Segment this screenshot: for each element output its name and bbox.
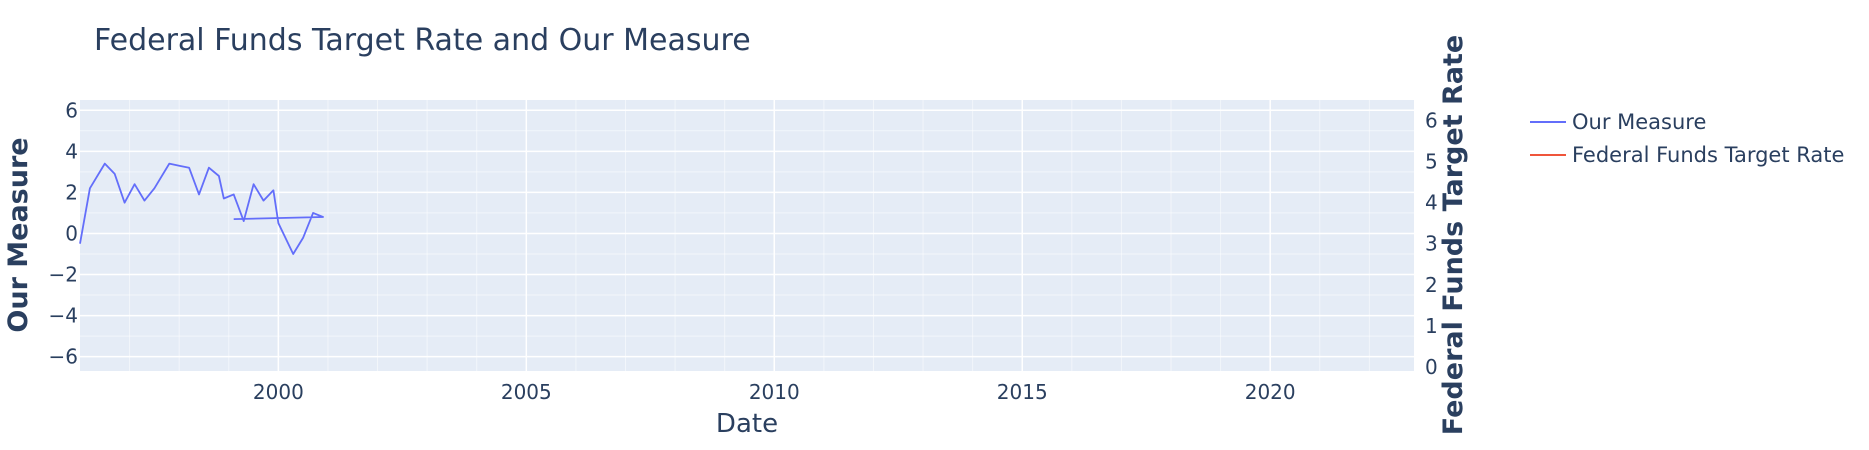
series-line-our-measure	[79, 162, 324, 255]
y-right-axis-ticks: 6 5 4 3 2 1 0	[1425, 109, 1438, 379]
y-left-tick-label: 2	[65, 180, 78, 204]
y-right-tick-label: 4	[1425, 191, 1438, 215]
y-left-axis-title: Our Measure	[3, 137, 34, 332]
legend-item-federal-funds-target-rate[interactable]: Federal Funds Target Rate	[1530, 143, 1844, 167]
x-tick-label: 2015	[997, 380, 1048, 404]
plot-area	[80, 100, 1414, 371]
x-tick-label: 2000	[253, 380, 304, 404]
chart-title: Federal Funds Target Rate and Our Measur…	[94, 23, 751, 58]
y-right-tick-label: 6	[1425, 109, 1438, 133]
y-left-tick-label: 6	[65, 98, 78, 122]
x-tick-label: 2005	[501, 380, 552, 404]
legend-item-our-measure[interactable]: Our Measure	[1530, 110, 1706, 134]
y-right-tick-label: 2	[1425, 273, 1438, 297]
y-left-tick-label: 4	[65, 139, 78, 163]
x-tick-label: 2020	[1245, 380, 1296, 404]
legend-label-federal-funds-target-rate: Federal Funds Target Rate	[1572, 143, 1844, 167]
y-right-axis-title: Federal Funds Target Rate	[1438, 35, 1469, 435]
legend-label-our-measure: Our Measure	[1572, 110, 1706, 134]
x-axis-ticks: 2000 2005 2010 2015 2020	[253, 380, 1296, 404]
y-right-tick-label: 5	[1425, 150, 1438, 174]
y-right-tick-label: 3	[1425, 232, 1438, 256]
series-layer	[79, 162, 324, 255]
x-axis-title: Date	[716, 409, 778, 439]
y-left-tick-label: −4	[49, 304, 78, 328]
grid	[80, 100, 1414, 371]
legend: Our Measure Federal Funds Target Rate	[1530, 110, 1844, 167]
y-left-axis-ticks: 6 4 2 0 −2 −4 −6	[49, 98, 78, 368]
y-right-tick-label: 0	[1425, 355, 1438, 379]
y-right-tick-label: 1	[1425, 314, 1438, 338]
x-tick-label: 2010	[749, 380, 800, 404]
y-left-tick-label: −6	[49, 345, 78, 369]
y-left-tick-label: −2	[49, 263, 78, 287]
y-left-tick-label: 0	[65, 221, 78, 245]
